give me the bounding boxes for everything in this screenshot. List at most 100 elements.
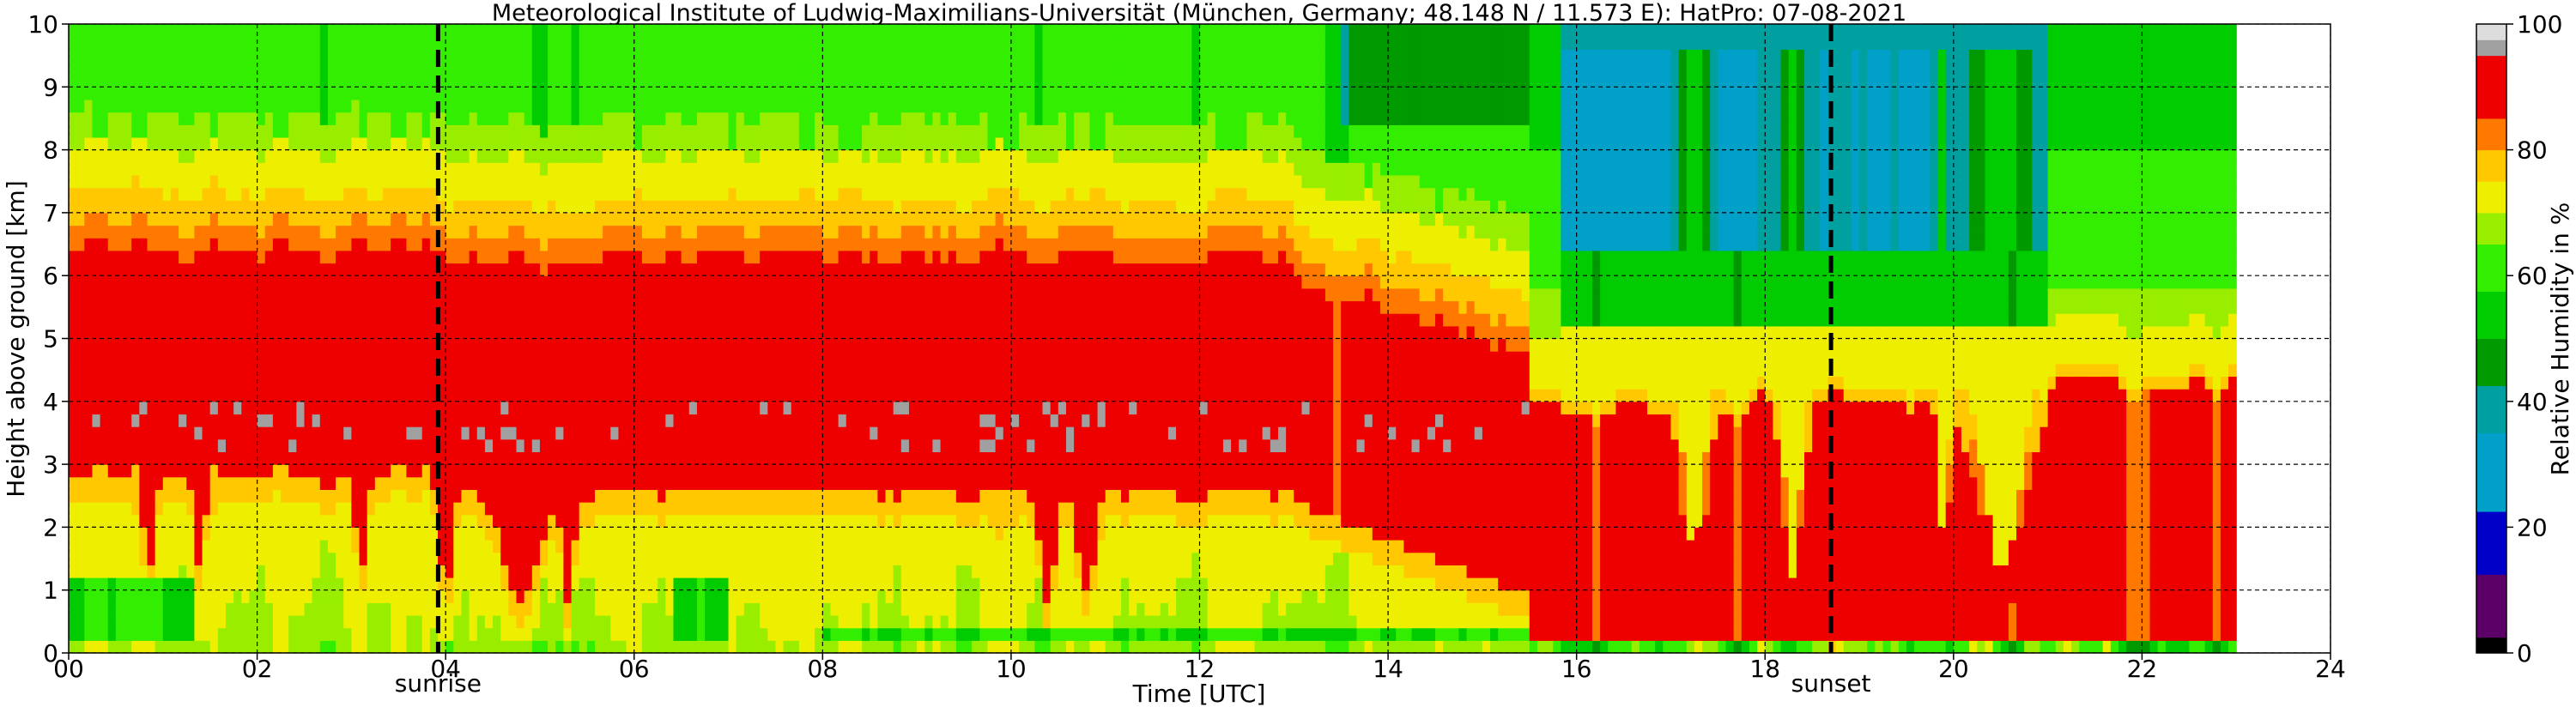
- heatmap-cell: [493, 49, 501, 63]
- heatmap-cell: [798, 187, 808, 201]
- heatmap-cell: [147, 61, 156, 76]
- heatmap-cell: [194, 149, 203, 163]
- heatmap-cell: [579, 36, 588, 50]
- heatmap-cell: [155, 250, 164, 264]
- heatmap-cell: [618, 238, 627, 251]
- heatmap-cell: [359, 124, 368, 138]
- heatmap-cell: [783, 238, 792, 251]
- heatmap-cell: [257, 401, 266, 415]
- heatmap-cell: [343, 514, 352, 528]
- heatmap-cell: [453, 615, 463, 629]
- heatmap-cell: [712, 615, 721, 629]
- heatmap-cell: [162, 275, 172, 289]
- heatmap-cell: [194, 527, 203, 541]
- heatmap-cell: [382, 438, 391, 453]
- heatmap-cell: [391, 325, 399, 340]
- heatmap-cell: [272, 225, 282, 239]
- heatmap-cell: [438, 589, 446, 603]
- heatmap-cell: [815, 36, 823, 50]
- heatmap-cell: [115, 300, 124, 314]
- heatmap-cell: [579, 565, 588, 578]
- heatmap-cell: [147, 300, 156, 314]
- heatmap-cell: [438, 112, 446, 125]
- heatmap-cell: [524, 212, 533, 227]
- heatmap-cell: [453, 162, 463, 176]
- heatmap-cell: [147, 552, 156, 565]
- heatmap-cell: [257, 24, 266, 38]
- heatmap-cell: [728, 87, 737, 100]
- heatmap-cell: [539, 49, 549, 63]
- heatmap-cell: [484, 300, 494, 314]
- heatmap-cell: [815, 300, 823, 314]
- heatmap-cell: [194, 61, 203, 76]
- heatmap-cell: [658, 338, 666, 352]
- heatmap-cell: [469, 401, 478, 415]
- heatmap-cell: [822, 615, 832, 629]
- heatmap-cell: [343, 300, 352, 314]
- heatmap-cell: [131, 502, 140, 516]
- heatmap-cell: [658, 414, 666, 427]
- heatmap-cell: [815, 401, 823, 415]
- heatmap-cell: [115, 589, 124, 603]
- heatmap-cell: [162, 476, 172, 491]
- heatmap-cell: [618, 577, 627, 591]
- heatmap-cell: [343, 602, 352, 616]
- heatmap-cell: [414, 49, 423, 63]
- heatmap-cell: [665, 351, 675, 365]
- heatmap-cell: [264, 565, 274, 578]
- heatmap-cell: [571, 464, 580, 478]
- heatmap-cell: [115, 200, 124, 214]
- heatmap-cell: [798, 476, 808, 491]
- heatmap-cell: [351, 275, 361, 289]
- heatmap-cell: [650, 149, 658, 163]
- heatmap-cell: [838, 136, 847, 151]
- heatmap-cell: [626, 577, 635, 591]
- heatmap-cell: [500, 552, 509, 565]
- heatmap-cell: [336, 615, 344, 629]
- heatmap-cell: [712, 414, 721, 427]
- heatmap-cell: [641, 200, 651, 214]
- heatmap-cell: [382, 401, 391, 415]
- heatmap-cell: [312, 602, 321, 616]
- heatmap-cell: [351, 212, 361, 227]
- heatmap-cell: [438, 313, 446, 327]
- heatmap-cell: [343, 263, 352, 276]
- heatmap-cell: [304, 627, 313, 641]
- heatmap-cell: [209, 351, 219, 365]
- heatmap-cell: [705, 627, 713, 641]
- heatmap-cell: [626, 351, 635, 365]
- heatmap-cell: [327, 351, 336, 365]
- heatmap-cell: [264, 300, 274, 314]
- heatmap-cell: [807, 162, 815, 176]
- heatmap-cell: [343, 238, 352, 251]
- heatmap-cell: [170, 414, 179, 427]
- heatmap-cell: [783, 149, 792, 163]
- heatmap-cell: [398, 36, 408, 50]
- heatmap-cell: [618, 389, 627, 402]
- heatmap-cell: [665, 464, 675, 478]
- heatmap-cell: [555, 325, 565, 340]
- heatmap-cell: [751, 376, 761, 390]
- heatmap-cell: [783, 162, 792, 176]
- heatmap-cell: [633, 99, 643, 113]
- heatmap-cell: [115, 187, 124, 201]
- heatmap-cell: [327, 577, 336, 591]
- heatmap-cell: [264, 338, 274, 352]
- heatmap-cell: [728, 589, 737, 603]
- heatmap-cell: [633, 124, 643, 138]
- heatmap-cell: [618, 476, 627, 491]
- heatmap-cell: [92, 438, 101, 453]
- heatmap-cell: [688, 99, 698, 113]
- heatmap-cell: [579, 489, 588, 503]
- heatmap-cell: [124, 414, 132, 427]
- heatmap-cell: [225, 527, 234, 541]
- heatmap-cell: [84, 502, 94, 516]
- heatmap-cell: [461, 212, 470, 227]
- heatmap-cell: [783, 577, 792, 591]
- heatmap-cell: [445, 49, 454, 63]
- heatmap-cell: [296, 250, 306, 264]
- heatmap-cell: [288, 275, 297, 289]
- heatmap-cell: [186, 325, 195, 340]
- heatmap-cell: [743, 49, 753, 63]
- heatmap-cell: [327, 401, 336, 415]
